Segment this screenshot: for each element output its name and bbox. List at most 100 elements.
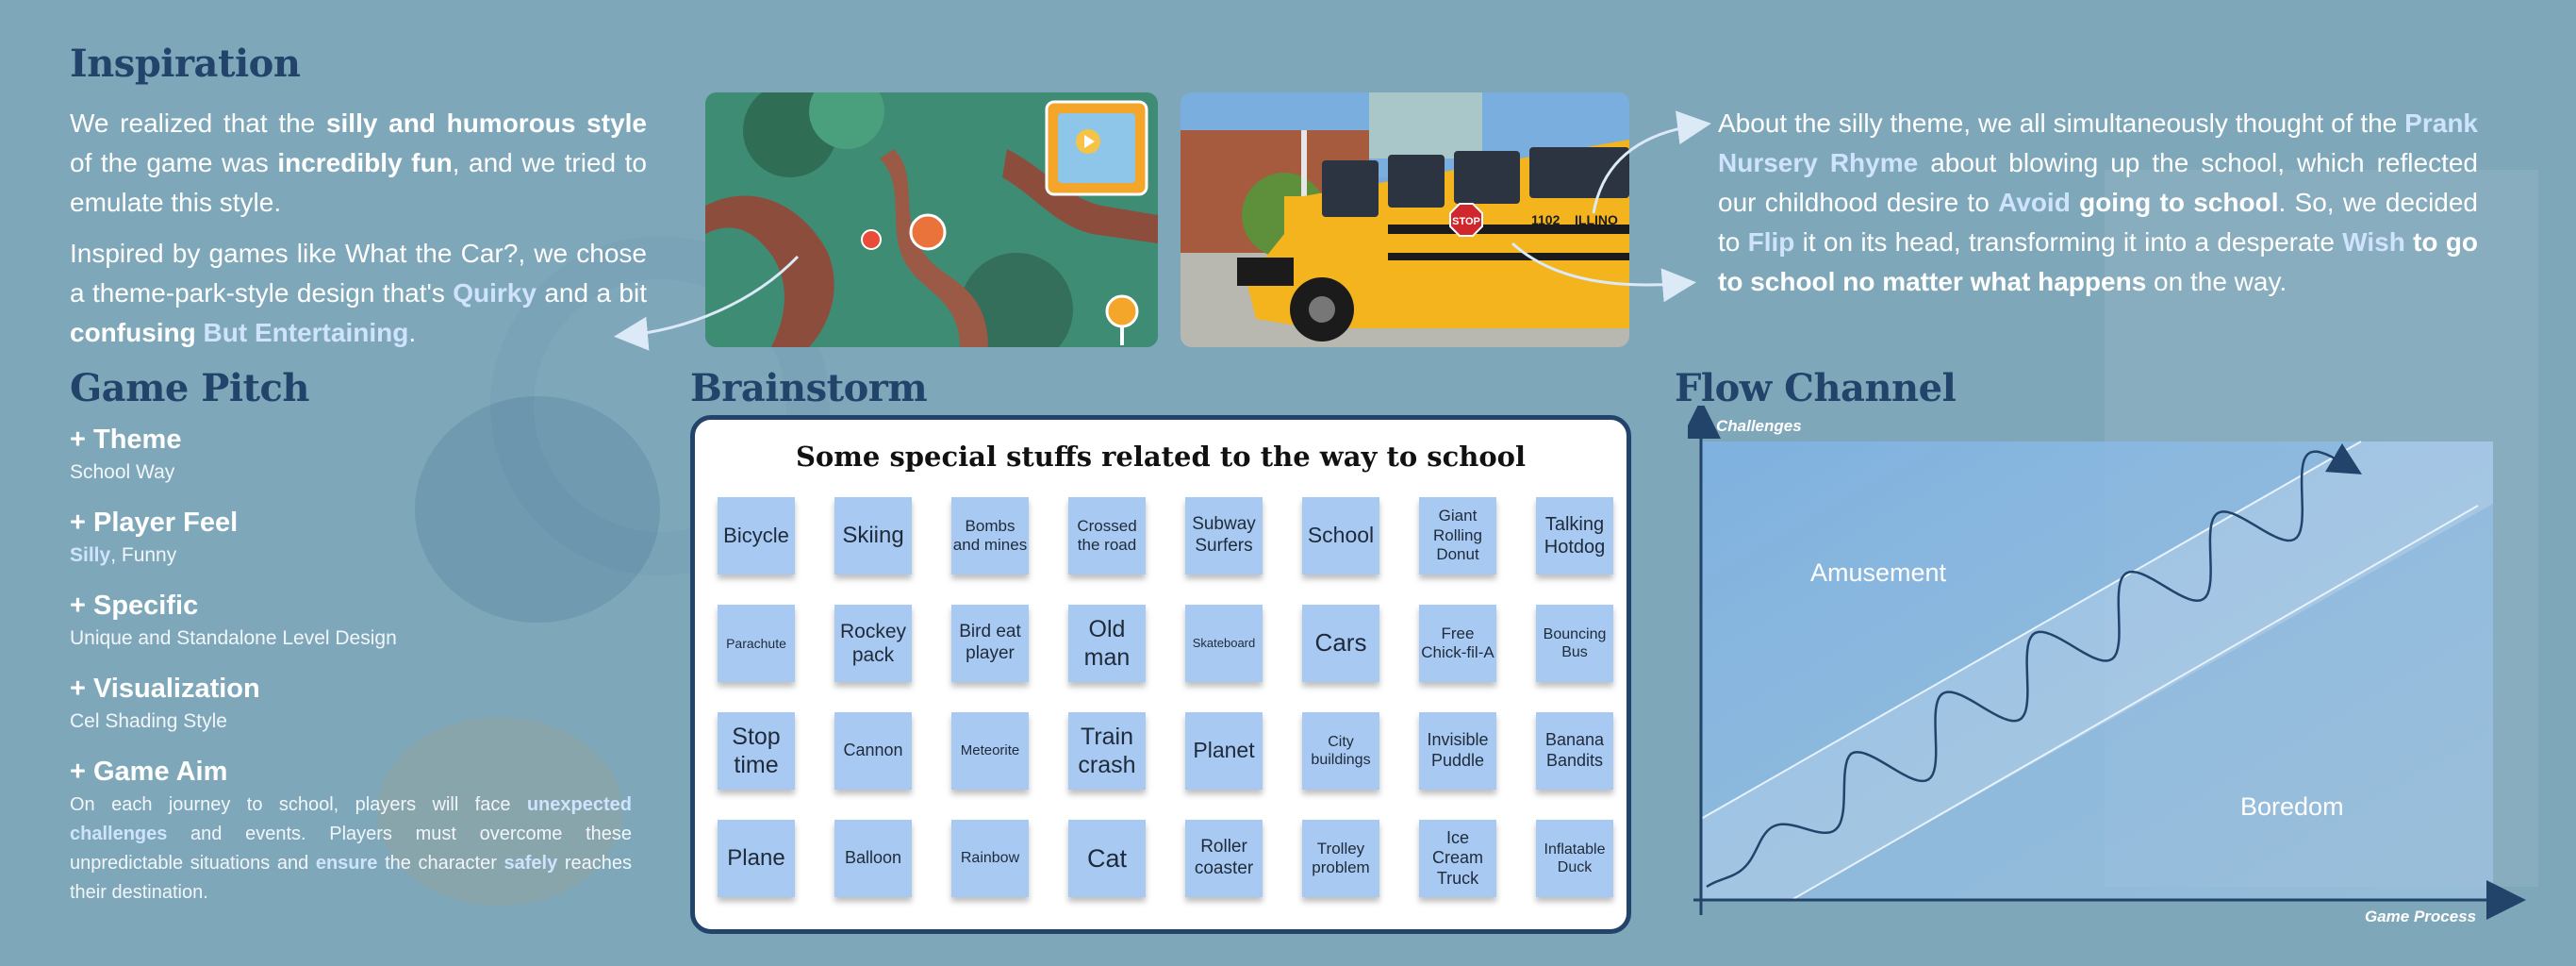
text-run: reaches their destination. — [70, 853, 632, 903]
flow-lower-boundary — [1791, 505, 2479, 901]
sticky-note: Invisible Puddle — [1419, 712, 1496, 790]
sticky-note: Plane — [718, 820, 795, 897]
sticky-note: Subway Surfers — [1185, 497, 1263, 575]
brainstorm-heading: Brainstorm — [690, 366, 928, 410]
sticky-note: Cannon — [834, 712, 912, 790]
pitch-aim-title: + Game Aim — [70, 757, 228, 787]
background-planet-lower — [377, 717, 622, 906]
pitch-feel-highlight: Silly — [70, 544, 111, 566]
text-run: and a bit — [536, 278, 647, 308]
sticky-note: Ice Cream Truck — [1419, 820, 1496, 897]
background-planet — [415, 396, 660, 623]
text-run: of the game was — [70, 148, 278, 177]
pitch-player-feel: + Player Feel Silly, Funny — [70, 504, 636, 570]
text-run: confusing — [70, 318, 196, 347]
sticky-note: Planet — [1185, 712, 1263, 790]
sticky-note: Bird eat player — [951, 605, 1029, 682]
sticky-note: Bouncing Bus — [1536, 605, 1613, 682]
arrow-bus-to-prank-top — [1592, 110, 1711, 214]
text-run: to go to school no matter what happens — [1718, 227, 2478, 296]
text-run: it on its head, transforming it into a d… — [1794, 227, 2343, 257]
pitch-feel-rest: , Funny — [110, 544, 177, 566]
sticky-note: Old man — [1068, 605, 1146, 682]
text-run: unexpected challenges — [70, 794, 632, 844]
pitch-visualization: + Visualization Cel Shading Style — [70, 670, 636, 736]
y-axis-label: Challenges — [1716, 417, 1802, 435]
pitch-specific-desc: Unique and Standalone Level Design — [70, 627, 397, 649]
sticky-note: Free Chick-fil-A — [1419, 605, 1496, 682]
flow-background — [1701, 441, 2493, 900]
sticky-note: Bombs and mines — [951, 497, 1029, 575]
amusement-label: Amusement — [1810, 558, 1947, 587]
inspiration-text: We realized that the silly and humorous … — [70, 104, 647, 364]
text-run: safely — [504, 853, 558, 874]
pitch-theme-title: + Theme — [70, 425, 182, 455]
text-run: silly and humorous style — [325, 108, 647, 138]
sticky-note: Talking Hotdog — [1536, 497, 1613, 575]
sticky-note: School — [1302, 497, 1379, 575]
sticky-note: Giant Rolling Donut — [1419, 497, 1496, 575]
sticky-note: Inflatable Duck — [1536, 820, 1613, 897]
brainstorm-board: Some special stuffs related to the way t… — [690, 415, 1631, 934]
sticky-note: Crossed the road — [1068, 497, 1146, 575]
pitch-vis-title: + Visualization — [70, 674, 260, 704]
text-run: . So, we decided to — [1718, 188, 2479, 257]
text-run: going to school — [2079, 188, 2279, 217]
pitch-feel-title: + Player Feel — [70, 508, 239, 538]
sticky-note: Stop time — [718, 712, 795, 790]
sticky-note: Bicycle — [718, 497, 795, 575]
flow-channel-diagram: Challenges Game Process Amusement Boredo… — [1688, 406, 2536, 943]
text-run — [2405, 227, 2413, 257]
sticky-note: Trolley problem — [1302, 820, 1379, 897]
text-run: about blowing up the school, which refle… — [1718, 148, 2478, 217]
text-run: But Entertaining — [203, 318, 409, 347]
bus-number: 1102 — [1531, 212, 1560, 227]
text-run: . — [408, 318, 417, 347]
text-run: Flip — [1747, 227, 1795, 257]
sticky-note: Train crash — [1068, 712, 1146, 790]
flow-player-path — [1706, 443, 2363, 889]
stop-sign-text: STOP — [1452, 216, 1480, 227]
flow-channel-svg — [1688, 406, 2526, 920]
arrow-to-inspiration — [614, 255, 800, 351]
sticky-note: Parachute — [718, 605, 795, 682]
pitch-game-aim: + Game Aim On each journey to school, pl… — [70, 753, 636, 908]
text-run: incredibly fun — [277, 148, 453, 177]
boredom-label: Boredom — [2240, 792, 2344, 821]
flow-channel-heading: Flow Channel — [1675, 366, 1957, 410]
sticky-note: Cars — [1302, 605, 1379, 682]
sticky-note: Meteorite — [951, 712, 1029, 790]
text-run: , and we tried to emulate this style. — [70, 148, 648, 217]
inspiration-paragraph-2: Inspired by games like What the Car?, we… — [70, 234, 647, 353]
sticky-note: Rockey pack — [834, 605, 912, 682]
text-run: Wish — [2342, 227, 2405, 257]
text-run: the character — [377, 853, 504, 874]
text-run: About the silly theme, we all simultaneo… — [1718, 108, 2405, 138]
text-run: ensure — [315, 853, 378, 874]
pitch-feel-desc: Silly, Funny — [70, 541, 636, 570]
sticky-note: City buildings — [1302, 712, 1379, 790]
text-run: On each journey to school, players will … — [70, 794, 527, 815]
text-run: on the way. — [2146, 267, 2287, 296]
brainstorm-board-title: Some special stuffs related to the way t… — [795, 441, 1527, 473]
pitch-theme-desc: School Way — [70, 461, 175, 483]
pitch-specific: + Specific Unique and Standalone Level D… — [70, 587, 636, 653]
inspiration-heading: Inspiration — [70, 42, 301, 86]
pitch-theme: + Theme School Way — [70, 421, 636, 487]
inspiration-paragraph-1: We realized that the silly and humorous … — [70, 104, 647, 223]
text-run: Avoid — [1998, 188, 2071, 217]
game-pitch-heading: Game Pitch — [70, 366, 309, 410]
x-axis-label: Game Process — [2365, 908, 2477, 925]
bus-lettering: ILLINO — [1575, 212, 1618, 227]
text-run: We realized that the — [70, 108, 326, 138]
sticky-note: Skateboard — [1185, 605, 1263, 682]
text-run: Prank Nursery Rhyme — [1718, 108, 2478, 177]
pitch-aim-desc: On each journey to school, players will … — [70, 791, 632, 908]
sticky-note: Rainbow — [951, 820, 1029, 897]
sticky-note: Skiing — [834, 497, 912, 575]
sticky-note: Banana Bandits — [1536, 712, 1613, 790]
text-run: Quirky — [453, 278, 537, 308]
sticky-note: Balloon — [834, 820, 912, 897]
text-run: and events. Players must overcome these … — [70, 824, 632, 874]
